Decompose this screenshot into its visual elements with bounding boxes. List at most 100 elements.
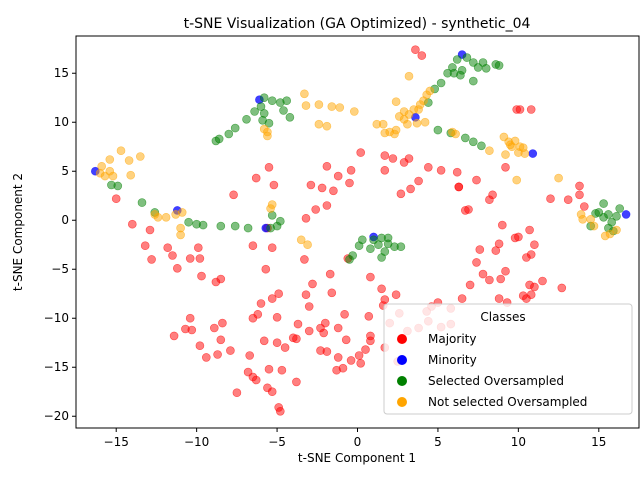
point-majority [514,232,523,242]
point-majority [361,345,370,354]
point-majority [272,338,282,348]
point-majority [316,323,325,333]
legend-label-selected-oversampled: Selected Oversampled [428,374,564,388]
point-majority [251,173,261,183]
point-majority [232,388,242,398]
point-majority [322,162,332,171]
legend-label-minority: Minority [428,353,477,367]
point-not-selected-oversampled [349,107,359,116]
point-selected-oversampled [216,221,226,231]
point-not-selected-oversampled [126,170,135,180]
point-selected-oversampled [230,221,240,231]
point-majority [404,154,414,163]
point-selected-oversampled [250,107,259,116]
point-majority [436,166,446,175]
point-selected-oversampled [377,233,386,243]
point-selected-oversampled [612,212,621,221]
point-majority [485,275,494,285]
point-selected-oversampled [285,113,295,122]
point-not-selected-oversampled [314,119,324,129]
point-majority [213,350,222,359]
point-not-selected-oversampled [124,156,134,165]
point-majority [501,163,510,172]
y-axis-label: t-SNE Component 2 [11,173,25,291]
y-tick-label: 0 [61,213,69,227]
point-majority [306,180,316,190]
point-majority [332,365,341,375]
point-not-selected-oversampled [322,121,332,131]
point-not-selected-oversampled [296,235,306,245]
point-not-selected-oversampled [150,210,160,219]
point-majority [169,331,179,341]
legend-title: Classes [480,310,525,324]
point-majority [173,263,182,273]
y-tick-label: 15 [54,66,69,80]
point-not-selected-oversampled [586,215,596,224]
point-majority [406,184,415,194]
point-majority [195,341,205,351]
point-selected-oversampled [259,93,269,102]
point-majority [185,313,195,323]
point-majority [501,266,510,276]
point-not-selected-oversampled [390,129,399,139]
point-majority [251,375,261,385]
point-not-selected-oversampled [409,105,419,114]
point-selected-oversampled [599,213,608,222]
point-majority [380,295,390,304]
point-majority [356,148,366,157]
x-tick-label: −5 [268,435,286,449]
point-majority [267,387,277,397]
point-not-selected-oversampled [600,231,610,241]
point-selected-oversampled [433,125,443,135]
point-majority [380,166,390,175]
point-selected-oversampled [184,217,193,227]
points-layer [91,45,631,416]
point-not-selected-oversampled [510,136,520,146]
point-majority [145,225,155,235]
point-not-selected-oversampled [518,143,528,152]
point-not-selected-oversampled [335,103,345,112]
point-selected-oversampled [137,198,147,207]
point-majority [195,254,205,263]
point-not-selected-oversampled [391,97,401,106]
point-majority [218,318,227,328]
point-majority [341,335,351,345]
point-majority [210,323,219,333]
point-not-selected-oversampled [612,225,621,235]
point-selected-oversampled [275,216,285,226]
y-tick-label: −20 [44,409,69,423]
point-majority [423,163,433,172]
point-not-selected-oversampled [327,102,337,111]
point-majority [147,255,156,264]
y-tick-label: 10 [54,115,69,129]
point-majority [308,279,317,289]
point-majority [288,333,298,343]
point-not-selected-oversampled [485,146,494,155]
point-not-selected-oversampled [554,173,563,183]
point-majority [269,180,279,190]
point-majority [557,283,567,293]
point-majority [267,294,277,303]
point-majority [356,358,366,368]
point-majority [563,195,573,204]
point-majority [304,326,314,336]
point-majority [259,336,269,346]
point-majority [364,311,374,321]
point-majority [211,277,221,287]
x-axis-label: t-SNE Component 1 [298,451,416,465]
point-majority [111,194,121,203]
point-majority [256,299,266,308]
point-majority [329,186,338,196]
point-minority [621,210,631,219]
point-majority [340,309,349,319]
point-majority [317,183,327,193]
point-majority [202,353,211,362]
point-selected-oversampled [380,247,390,256]
point-not-selected-oversampled [116,146,126,155]
point-majority [292,377,301,387]
legend: Classes Majority Minority Selected Overs… [383,303,633,415]
point-majority [243,367,253,377]
chart-title: t-SNE Visualization (GA Optimized) - syn… [184,16,531,32]
point-selected-oversampled [230,123,240,133]
